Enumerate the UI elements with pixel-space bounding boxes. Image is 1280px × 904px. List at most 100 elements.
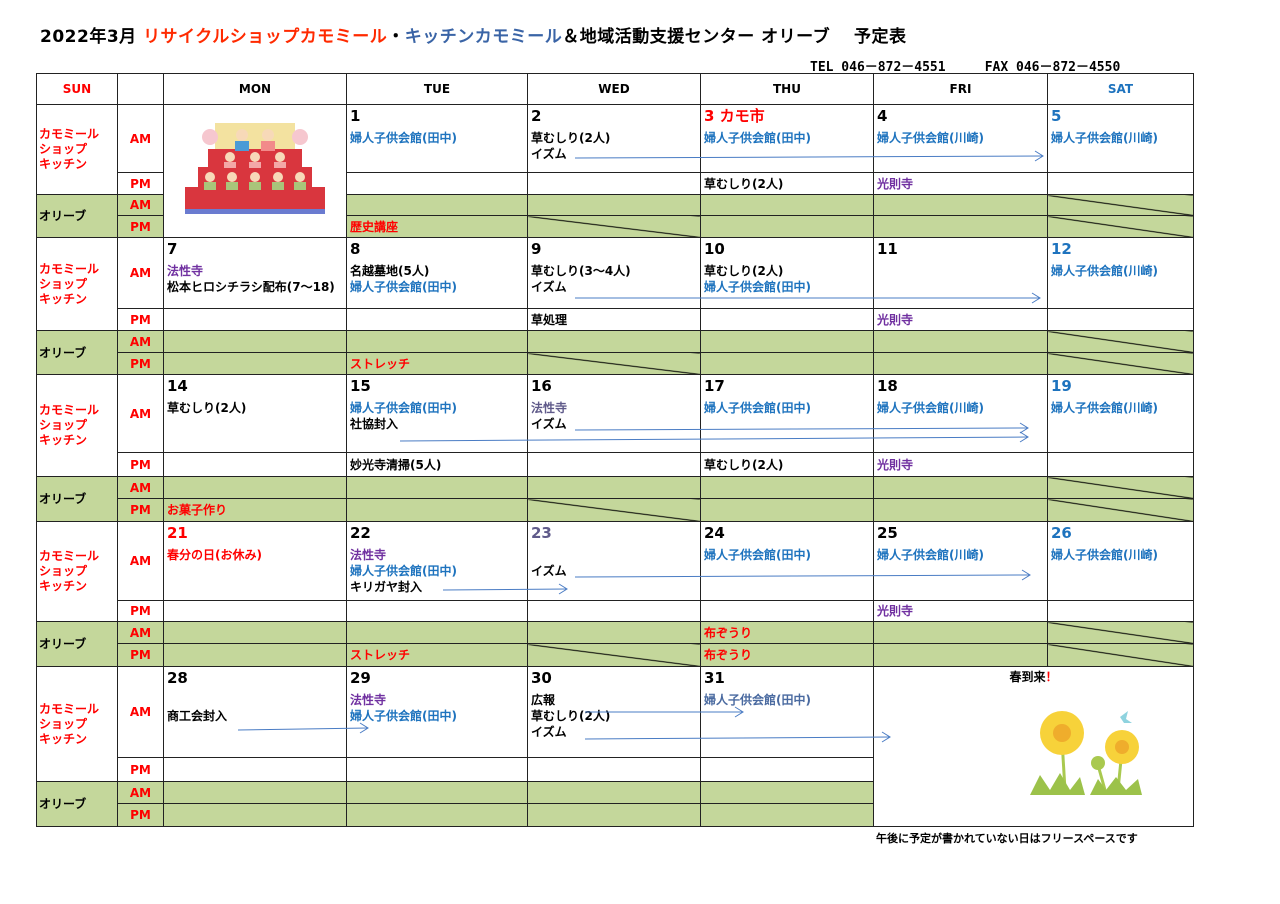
olive-cell-am[interactable] bbox=[700, 781, 874, 804]
day-cell-am[interactable]: 31 婦人子供会館(田中) bbox=[700, 666, 874, 758]
day-cell-pm[interactable] bbox=[527, 452, 701, 477]
day-cell-am[interactable]: 18 婦人子供会館(川崎) bbox=[873, 374, 1048, 453]
day-cell-pm[interactable] bbox=[527, 757, 701, 782]
olive-cell-pm[interactable] bbox=[700, 803, 874, 827]
day-cell-pm[interactable] bbox=[346, 172, 528, 195]
olive-cell-pm[interactable]: 歴史講座 bbox=[346, 215, 528, 238]
day-cell-pm[interactable]: 光則寺 bbox=[873, 308, 1048, 331]
day-cell-pm[interactable] bbox=[527, 600, 701, 622]
olive-cell-am[interactable] bbox=[163, 330, 347, 353]
day-cell-pm[interactable]: 光則寺 bbox=[873, 172, 1048, 195]
olive-cell-pm[interactable] bbox=[700, 498, 874, 522]
day-cell-am[interactable]: 11 bbox=[873, 237, 1048, 309]
day-cell-pm[interactable] bbox=[163, 452, 347, 477]
olive-cell-am[interactable] bbox=[527, 194, 701, 216]
day-cell-pm[interactable] bbox=[346, 308, 528, 331]
olive-cell-pm[interactable]: 布ぞうり bbox=[700, 643, 874, 667]
olive-cell-pm[interactable] bbox=[873, 215, 1048, 238]
day-cell-pm[interactable]: 草処理 bbox=[527, 308, 701, 331]
olive-cell-am[interactable] bbox=[163, 621, 347, 644]
olive-cell-am[interactable] bbox=[1047, 476, 1194, 499]
olive-cell-am[interactable] bbox=[1047, 621, 1194, 644]
day-cell-pm[interactable] bbox=[700, 308, 874, 331]
olive-cell-pm[interactable] bbox=[527, 498, 701, 522]
olive-cell-pm[interactable] bbox=[1047, 643, 1194, 667]
olive-cell-am[interactable] bbox=[700, 330, 874, 353]
day-cell-am[interactable]: 28 商工会封入 bbox=[163, 666, 347, 758]
olive-cell-am[interactable] bbox=[527, 330, 701, 353]
day-cell-am[interactable]: 30 広報 草むしり(2人) イズム bbox=[527, 666, 701, 758]
olive-cell-pm[interactable] bbox=[1047, 498, 1194, 522]
day-cell-am[interactable]: 5 婦人子供会館(川崎) bbox=[1047, 104, 1194, 173]
olive-cell-pm[interactable] bbox=[700, 352, 874, 375]
day-cell-am[interactable]: 24 婦人子供会館(田中) bbox=[700, 521, 874, 601]
day-cell-am[interactable]: 12 婦人子供会館(川崎) bbox=[1047, 237, 1194, 309]
day-cell-am[interactable]: 7 法性寺 松本ヒロシチラシ配布(7〜18) bbox=[163, 237, 347, 309]
day-cell-am[interactable]: 3 カモ市 婦人子供会館(田中) bbox=[700, 104, 874, 173]
olive-cell-pm[interactable] bbox=[527, 215, 701, 238]
olive-cell-pm[interactable] bbox=[527, 352, 701, 375]
day-cell-am[interactable]: 21 春分の日(お休み) bbox=[163, 521, 347, 601]
olive-cell-am[interactable] bbox=[346, 194, 528, 216]
day-cell-pm[interactable]: 草むしり(2人) bbox=[700, 452, 874, 477]
olive-cell-am[interactable] bbox=[873, 330, 1048, 353]
olive-cell-am[interactable] bbox=[346, 621, 528, 644]
olive-cell-pm[interactable]: お菓子作り bbox=[163, 498, 347, 522]
day-cell-am[interactable]: 8 名越墓地(5人) 婦人子供会館(田中) bbox=[346, 237, 528, 309]
olive-cell-pm[interactable] bbox=[700, 215, 874, 238]
olive-cell-am[interactable] bbox=[527, 621, 701, 644]
olive-cell-pm[interactable]: お菓子作り bbox=[163, 643, 347, 667]
olive-cell-am[interactable] bbox=[873, 621, 1048, 644]
day-cell-pm[interactable]: 妙光寺清掃(5人) bbox=[346, 452, 528, 477]
olive-cell-am[interactable] bbox=[1047, 194, 1194, 216]
day-cell-am[interactable]: 25 婦人子供会館(川崎) bbox=[873, 521, 1048, 601]
olive-cell-pm[interactable] bbox=[873, 352, 1048, 375]
olive-cell-pm[interactable] bbox=[527, 803, 701, 827]
olive-cell-pm[interactable]: ストレッチ bbox=[346, 643, 528, 667]
olive-cell-pm[interactable] bbox=[873, 498, 1048, 522]
day-cell-pm[interactable] bbox=[700, 757, 874, 782]
day-cell-am[interactable]: 4 婦人子供会館(川崎) bbox=[873, 104, 1048, 173]
day-cell-am[interactable]: 19 婦人子供会館(川崎) bbox=[1047, 374, 1194, 453]
day-cell-pm[interactable] bbox=[163, 308, 347, 331]
day-cell-pm[interactable] bbox=[1047, 600, 1194, 622]
day-cell-am[interactable]: 17 婦人子供会館(田中) bbox=[700, 374, 874, 453]
day-cell-pm[interactable] bbox=[1047, 172, 1194, 195]
day-cell-pm[interactable] bbox=[527, 172, 701, 195]
olive-cell-am[interactable] bbox=[873, 476, 1048, 499]
day-cell-am[interactable]: 16 法性寺 イズム bbox=[527, 374, 701, 453]
day-cell-am[interactable]: 2 草むしり(2人) イズム bbox=[527, 104, 701, 173]
day-cell-am[interactable]: 22 法性寺 婦人子供会館(田中) キリガヤ封入 bbox=[346, 521, 528, 601]
olive-cell-am[interactable] bbox=[346, 476, 528, 499]
olive-cell-am[interactable] bbox=[1047, 330, 1194, 353]
day-cell-pm[interactable] bbox=[700, 600, 874, 622]
olive-cell-pm[interactable]: ストレッチ bbox=[346, 352, 528, 375]
day-cell-am[interactable]: 14 草むしり(2人) bbox=[163, 374, 347, 453]
olive-cell-pm[interactable] bbox=[1047, 215, 1194, 238]
day-cell-pm[interactable] bbox=[1047, 308, 1194, 331]
day-cell-am[interactable]: 23 イズム bbox=[527, 521, 701, 601]
olive-cell-am[interactable] bbox=[163, 476, 347, 499]
day-cell-am[interactable]: 9 草むしり(3〜4人) イズム bbox=[527, 237, 701, 309]
day-cell-am[interactable]: 26 婦人子供会館(川崎) bbox=[1047, 521, 1194, 601]
olive-cell-pm[interactable] bbox=[163, 803, 347, 827]
olive-cell-pm[interactable] bbox=[1047, 352, 1194, 375]
olive-cell-pm[interactable] bbox=[346, 498, 528, 522]
olive-cell-am[interactable] bbox=[527, 781, 701, 804]
olive-cell-am[interactable] bbox=[873, 194, 1048, 216]
day-cell-pm[interactable]: 草むしり(2人) bbox=[700, 172, 874, 195]
day-cell-pm[interactable] bbox=[346, 600, 528, 622]
day-cell-pm[interactable] bbox=[163, 600, 347, 622]
day-cell-am[interactable]: 15 婦人子供会館(田中) 社協封入 bbox=[346, 374, 528, 453]
olive-cell-pm[interactable] bbox=[873, 643, 1048, 667]
day-cell-pm[interactable] bbox=[163, 757, 347, 782]
day-cell-pm[interactable] bbox=[1047, 452, 1194, 477]
day-cell-pm[interactable] bbox=[346, 757, 528, 782]
olive-cell-am[interactable] bbox=[163, 781, 347, 804]
olive-cell-am[interactable] bbox=[346, 781, 528, 804]
olive-cell-pm[interactable] bbox=[527, 643, 701, 667]
day-cell-pm[interactable]: 光則寺 bbox=[873, 600, 1048, 622]
olive-cell-am[interactable] bbox=[700, 476, 874, 499]
olive-cell-am[interactable] bbox=[700, 194, 874, 216]
olive-cell-am[interactable]: 布ぞうり bbox=[700, 621, 874, 644]
